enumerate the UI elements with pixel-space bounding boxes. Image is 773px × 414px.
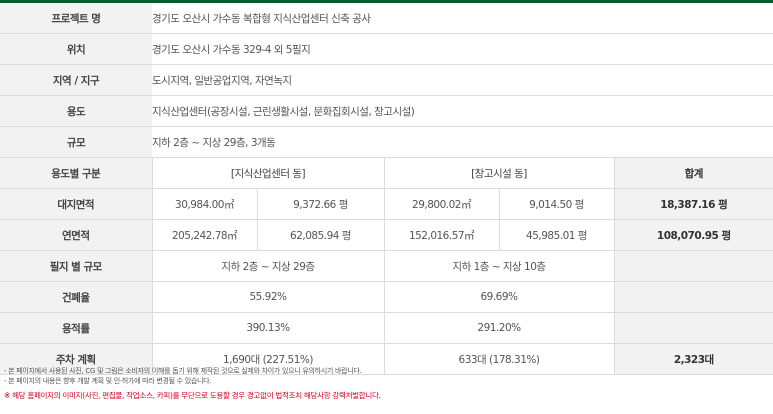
disclaimer-notes: - 본 페이지에서 사용된 사진, CG 및 그림은 소비자의 이해를 돕기 위… <box>4 366 362 386</box>
row-project-name: 프로젝트 명 경기도 오산시 가수동 복합형 지식산업센터 신축 공사 <box>0 3 773 34</box>
land-area-g2-py: 9,014.50 평 <box>498 188 614 220</box>
coverage-g2: 69.69% <box>383 281 614 313</box>
disclaimer-note: - 본 페이지에서 사용된 사진, CG 및 그림은 소비자의 이해를 돕기 위… <box>4 367 362 375</box>
header-group-knowledge-center: [지식산업센터 동] <box>151 157 384 189</box>
floor-area-total: 108,070.95 평 <box>613 219 773 251</box>
parking-total: 2,323대 <box>613 343 773 375</box>
label-project-name: 프로젝트 명 <box>0 3 152 34</box>
label-floors: 필지 별 규모 <box>0 250 152 282</box>
value-scale: 지하 2층 ~ 지상 29층, 3개동 <box>152 126 773 158</box>
header-group-warehouse: [창고시설 동] <box>383 157 614 189</box>
row-scale: 규모 지하 2층 ~ 지상 29층, 3개동 <box>0 126 773 158</box>
row-far: 용적률 390.13% 291.20% <box>0 312 773 344</box>
label-coverage: 건폐율 <box>0 281 152 313</box>
land-area-g1-m2: 30,984.00㎡ <box>151 188 257 220</box>
row-floor-area: 연면적 205,242.78㎡ 62,085.94 평 152,016.57㎡ … <box>0 219 773 251</box>
label-land-area: 대지면적 <box>0 188 152 220</box>
row-breakdown-header: 용도별 구분 [지식산업센터 동] [창고시설 동] 합계 <box>0 157 773 189</box>
floor-area-g1-m2: 205,242.78㎡ <box>151 219 257 251</box>
land-area-total: 18,387.16 평 <box>613 188 773 220</box>
floor-area-g2-m2: 152,016.57㎡ <box>383 219 499 251</box>
value-use: 지식산업센터(공장시설, 근린생활시설, 문화집회시설, 창고시설) <box>152 95 773 127</box>
label-breakdown: 용도별 구분 <box>0 157 152 189</box>
coverage-total <box>613 281 773 313</box>
row-zone: 지역 / 지구 도시지역, 일반공업지역, 자연녹지 <box>0 64 773 96</box>
row-floors: 필지 별 규모 지하 2층 ~ 지상 29층 지하 1층 ~ 지상 10층 <box>0 250 773 282</box>
row-location: 위치 경기도 오산시 가수동 329-4 외 5필지 <box>0 33 773 65</box>
floors-g2: 지하 1층 ~ 지상 10층 <box>383 250 614 282</box>
far-total <box>613 312 773 344</box>
label-far: 용적률 <box>0 312 152 344</box>
row-coverage: 건폐율 55.92% 69.69% <box>0 281 773 313</box>
far-g1: 390.13% <box>151 312 384 344</box>
parking-g1: 1,690대 (227.51%) <box>151 343 384 375</box>
far-g2: 291.20% <box>383 312 614 344</box>
label-location: 위치 <box>0 33 152 65</box>
project-spec-table: 프로젝트 명 경기도 오산시 가수동 복합형 지식산업센터 신축 공사 위치 경… <box>0 3 773 375</box>
land-area-g1-py: 9,372.66 평 <box>256 188 384 220</box>
row-parking: 주차 계획 1,690대 (227.51%) 633대 (178.31%) 2,… <box>0 343 773 375</box>
value-project-name: 경기도 오산시 가수동 복합형 지식산업센터 신축 공사 <box>152 3 773 34</box>
row-use: 용도 지식산업센터(공장시설, 근린생활시설, 문화집회시설, 창고시설) <box>0 95 773 127</box>
floors-g1: 지하 2층 ~ 지상 29층 <box>151 250 384 282</box>
top-accent-line <box>0 0 773 3</box>
disclaimer-note: - 본 페이지의 내용은 향후 개발 계획 및 인·허가에 따라 변경될 수 있… <box>4 377 212 385</box>
copyright-warning: ※ 해당 홈페이지의 이미지(사진, 편집물, 작업소스, 카피)를 무단으로 … <box>4 391 381 400</box>
label-use: 용도 <box>0 95 152 127</box>
value-zone: 도시지역, 일반공업지역, 자연녹지 <box>152 64 773 96</box>
label-scale: 규모 <box>0 126 152 158</box>
label-floor-area: 연면적 <box>0 219 152 251</box>
label-zone: 지역 / 지구 <box>0 64 152 96</box>
land-area-g2-m2: 29,800.02㎡ <box>383 188 499 220</box>
label-parking: 주차 계획 <box>0 343 152 375</box>
header-total: 합계 <box>613 157 773 189</box>
value-location: 경기도 오산시 가수동 329-4 외 5필지 <box>152 33 773 65</box>
floor-area-g2-py: 45,985.01 평 <box>498 219 614 251</box>
coverage-g1: 55.92% <box>151 281 384 313</box>
row-land-area: 대지면적 30,984.00㎡ 9,372.66 평 29,800.02㎡ 9,… <box>0 188 773 220</box>
floors-total <box>613 250 773 282</box>
floor-area-g1-py: 62,085.94 평 <box>256 219 384 251</box>
parking-g2: 633대 (178.31%) <box>383 343 614 375</box>
